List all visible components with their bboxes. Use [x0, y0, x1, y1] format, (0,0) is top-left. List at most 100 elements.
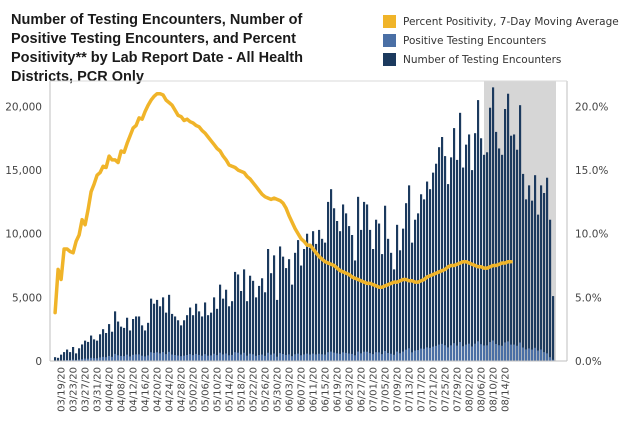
x-tick-label: 04/12/20: [129, 367, 140, 412]
x-tick-label: 03/31/20: [93, 367, 104, 412]
bar-positive-encounters: [330, 351, 333, 361]
bar-testing-encounters: [396, 224, 399, 361]
bar-positive-encounters: [426, 347, 429, 361]
bar-testing-encounters: [351, 235, 354, 361]
bar-testing-encounters: [213, 297, 216, 361]
bar-testing-encounters: [315, 243, 318, 361]
bar-positive-encounters: [468, 343, 471, 361]
bar-positive-encounters: [543, 352, 546, 361]
bar-testing-encounters: [114, 311, 117, 361]
bar-testing-encounters: [267, 249, 270, 361]
x-tick-label: 05/18/20: [237, 367, 248, 412]
x-tick-label: 06/27/20: [357, 367, 368, 412]
bar-positive-encounters: [492, 340, 495, 361]
x-tick-label: 06/11/20: [309, 367, 320, 412]
bar-testing-encounters: [135, 316, 138, 361]
bar-testing-encounters: [525, 199, 528, 361]
bar-positive-encounters: [147, 355, 150, 361]
bar-testing-encounters: [393, 269, 396, 361]
bar-testing-encounters: [78, 348, 81, 361]
bar-positive-encounters: [228, 355, 231, 361]
bar-testing-encounters: [375, 219, 378, 361]
bar-testing-encounters: [336, 221, 339, 361]
bar-positive-encounters: [111, 356, 114, 361]
x-tick-label: 05/10/20: [213, 367, 224, 412]
bar-testing-encounters: [468, 134, 471, 361]
bar-positive-encounters: [435, 345, 438, 361]
bar-positive-encounters: [528, 348, 531, 361]
bar-testing-encounters: [411, 242, 414, 361]
bar-positive-encounters: [267, 352, 270, 361]
bar-positive-encounters: [156, 352, 159, 361]
bar-positive-encounters: [489, 342, 492, 361]
bar-positive-encounters: [108, 355, 111, 361]
bar-positive-encounters: [411, 352, 414, 361]
bar-testing-encounters: [495, 131, 498, 361]
legend-item-positive: Positive Testing Encounters: [383, 31, 619, 50]
bar-positive-encounters: [195, 353, 198, 361]
bar-testing-encounters: [189, 307, 192, 361]
bar-positive-encounters: [390, 353, 393, 361]
bar-positive-encounters: [186, 355, 189, 361]
bar-testing-encounters: [159, 306, 162, 361]
bar-positive-encounters: [234, 352, 237, 361]
legend-label-positivity: Percent Positivity, 7-Day Moving Average: [403, 15, 619, 28]
bar-testing-encounters: [498, 148, 501, 361]
x-tick-label: 05/30/20: [273, 367, 284, 412]
bar-positive-encounters: [297, 353, 300, 361]
x-tick-label: 04/16/20: [141, 367, 152, 412]
bar-positive-encounters: [363, 351, 366, 361]
bar-positive-encounters: [93, 358, 96, 361]
bar-positive-encounters: [171, 354, 174, 361]
bar-testing-encounters: [294, 252, 297, 361]
bar-positive-encounters: [66, 359, 69, 361]
bar-testing-encounters: [231, 301, 234, 361]
bar-testing-encounters: [414, 219, 417, 361]
bar-testing-encounters: [465, 144, 468, 361]
bar-testing-encounters: [108, 324, 111, 361]
bar-positive-encounters: [132, 354, 135, 361]
bar-testing-encounters: [96, 340, 99, 361]
bar-positive-encounters: [339, 353, 342, 361]
bar-positive-encounters: [351, 353, 354, 361]
bar-positive-encounters: [348, 353, 351, 361]
bar-positive-encounters: [540, 349, 543, 361]
bar-testing-encounters: [354, 260, 357, 361]
bar-positive-encounters: [303, 354, 306, 361]
y-right-tick-label: 5.0%: [575, 292, 602, 304]
bar-testing-encounters: [342, 204, 345, 361]
bar-testing-encounters: [132, 319, 135, 361]
bar-positive-encounters: [342, 352, 345, 361]
x-tick-label: 04/08/20: [117, 367, 128, 412]
bar-testing-encounters: [369, 229, 372, 361]
bar-positive-encounters: [273, 353, 276, 361]
bar-testing-encounters: [240, 291, 243, 361]
bar-positive-encounters: [462, 346, 465, 361]
bar-positive-encounters: [189, 354, 192, 361]
x-tick-label: 05/02/20: [189, 367, 200, 412]
bar-positive-encounters: [183, 355, 186, 361]
bar-positive-encounters: [336, 353, 339, 361]
bar-testing-encounters: [222, 298, 225, 361]
bar-testing-encounters: [378, 223, 381, 361]
bar-positive-encounters: [288, 354, 291, 361]
bar-positive-encounters: [315, 354, 318, 361]
bar-testing-encounters: [216, 308, 219, 361]
x-tick-label: 04/20/20: [153, 367, 164, 412]
bar-positive-encounters: [294, 354, 297, 361]
x-tick-label: 03/23/20: [69, 367, 80, 412]
bar-testing-encounters: [54, 357, 57, 361]
bar-positive-encounters: [438, 344, 441, 361]
bar-positive-encounters: [135, 354, 138, 361]
bar-positive-encounters: [144, 356, 147, 361]
bar-testing-encounters: [486, 152, 489, 361]
bar-positive-encounters: [372, 354, 375, 361]
bar-testing-encounters: [195, 303, 198, 361]
bar-positive-encounters: [429, 347, 432, 361]
bar-testing-encounters: [228, 306, 231, 361]
bar-positive-encounters: [168, 351, 171, 361]
bar-testing-encounters: [276, 299, 279, 361]
bar-positive-encounters: [249, 353, 252, 361]
bar-testing-encounters: [273, 255, 276, 361]
bar-positive-encounters: [531, 349, 534, 361]
